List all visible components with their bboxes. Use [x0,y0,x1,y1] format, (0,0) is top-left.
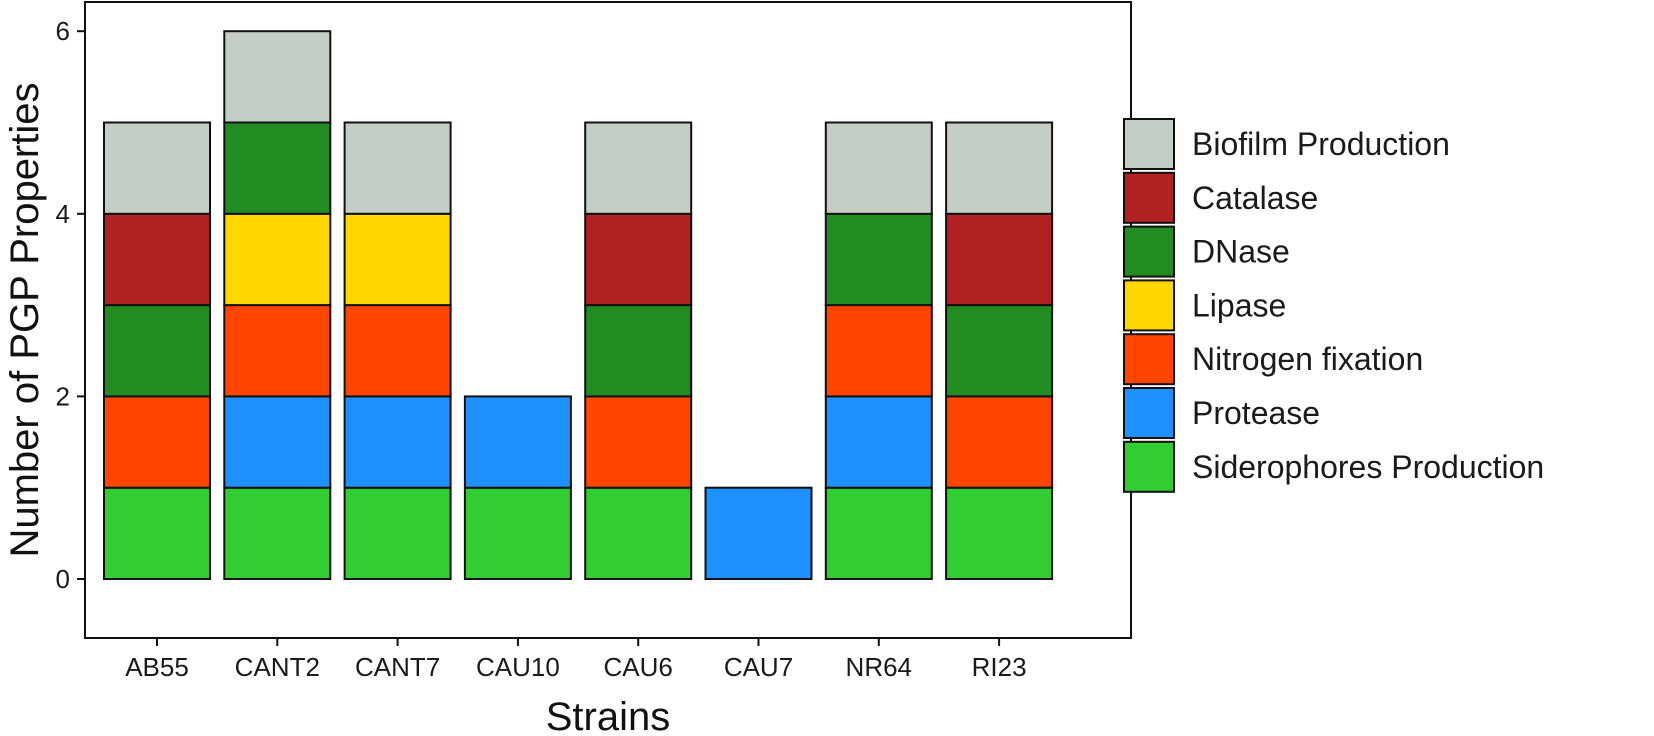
bar-segment [463,395,572,489]
bar-segment [824,486,933,581]
bar-segment [343,121,452,215]
x-tick-label: CAU10 [476,652,560,682]
x-axis-title: Strains [546,695,671,736]
bar-segment [223,304,332,398]
bar-segment [584,212,693,307]
bar-segment [584,121,693,215]
legend-label: Protease [1192,395,1320,431]
y-tick-label: 0 [56,564,70,594]
y-tick-label: 4 [56,199,70,229]
legend-label: Siderophores Production [1192,449,1544,485]
bar-segment [103,486,211,581]
bar-segment [223,395,332,489]
bar-segment [343,304,452,398]
legend-label: Nitrogen fixation [1192,341,1423,377]
legend-label: DNase [1192,234,1290,270]
x-tick-label: RI23 [972,652,1027,682]
bar-segment [584,395,693,489]
legend-label: Biofilm Production [1192,126,1450,162]
bar-segment [945,212,1054,307]
bar-segment [945,121,1054,215]
legend-swatch [1123,440,1175,493]
bar-segment [584,486,693,581]
x-tick-label: CANT2 [235,652,320,682]
bar-segment [463,486,572,581]
bar-segment [103,121,211,215]
x-tick-label: NR64 [846,652,912,682]
bars-layer [103,30,1054,581]
legend-swatch [1123,387,1175,439]
x-tick-label: CANT7 [355,652,440,682]
y-tick-label: 6 [56,16,70,46]
legend-swatch [1123,279,1175,332]
bar-segment [945,486,1054,581]
x-tick-label: AB55 [125,652,189,682]
legend-label: Catalase [1192,180,1318,216]
legend-swatch [1123,225,1175,278]
bar-segment [704,486,813,581]
x-tick-label: CAU7 [724,652,793,682]
bar-segment [103,212,211,307]
bar-segment [103,395,211,489]
bar-segment [343,486,452,581]
bar-segment [584,304,693,398]
bar-segment [103,304,211,398]
bar-segment [824,121,933,215]
bar-segment [223,486,332,581]
legend-swatch [1123,171,1175,224]
y-tick-label: 2 [56,381,70,411]
legend-label: Lipase [1192,287,1286,323]
y-axis: 0 2 4 6 [56,16,85,594]
bar-segment [824,212,933,307]
x-axis: AB55 CANT2 CANT7 CAU10 CAU6 CAU7 NR64 RI23 [125,638,1027,682]
legend-swatch [1123,118,1175,170]
bar-segment [824,304,933,398]
legend-swatch [1123,333,1175,386]
bar-segment [223,212,332,307]
bar-segment [343,395,452,489]
legend: Biofilm Production Catalase DNase Lipase Nit… [1123,118,1544,493]
bar-segment [945,395,1054,489]
bar-segment [223,30,332,124]
y-axis-title: Number of PGP Properties [3,82,47,557]
bar-segment [945,304,1054,398]
x-tick-label: CAU6 [604,652,673,682]
bar-segment [824,395,933,489]
bar-segment [223,121,332,215]
bar-segment [343,212,452,307]
